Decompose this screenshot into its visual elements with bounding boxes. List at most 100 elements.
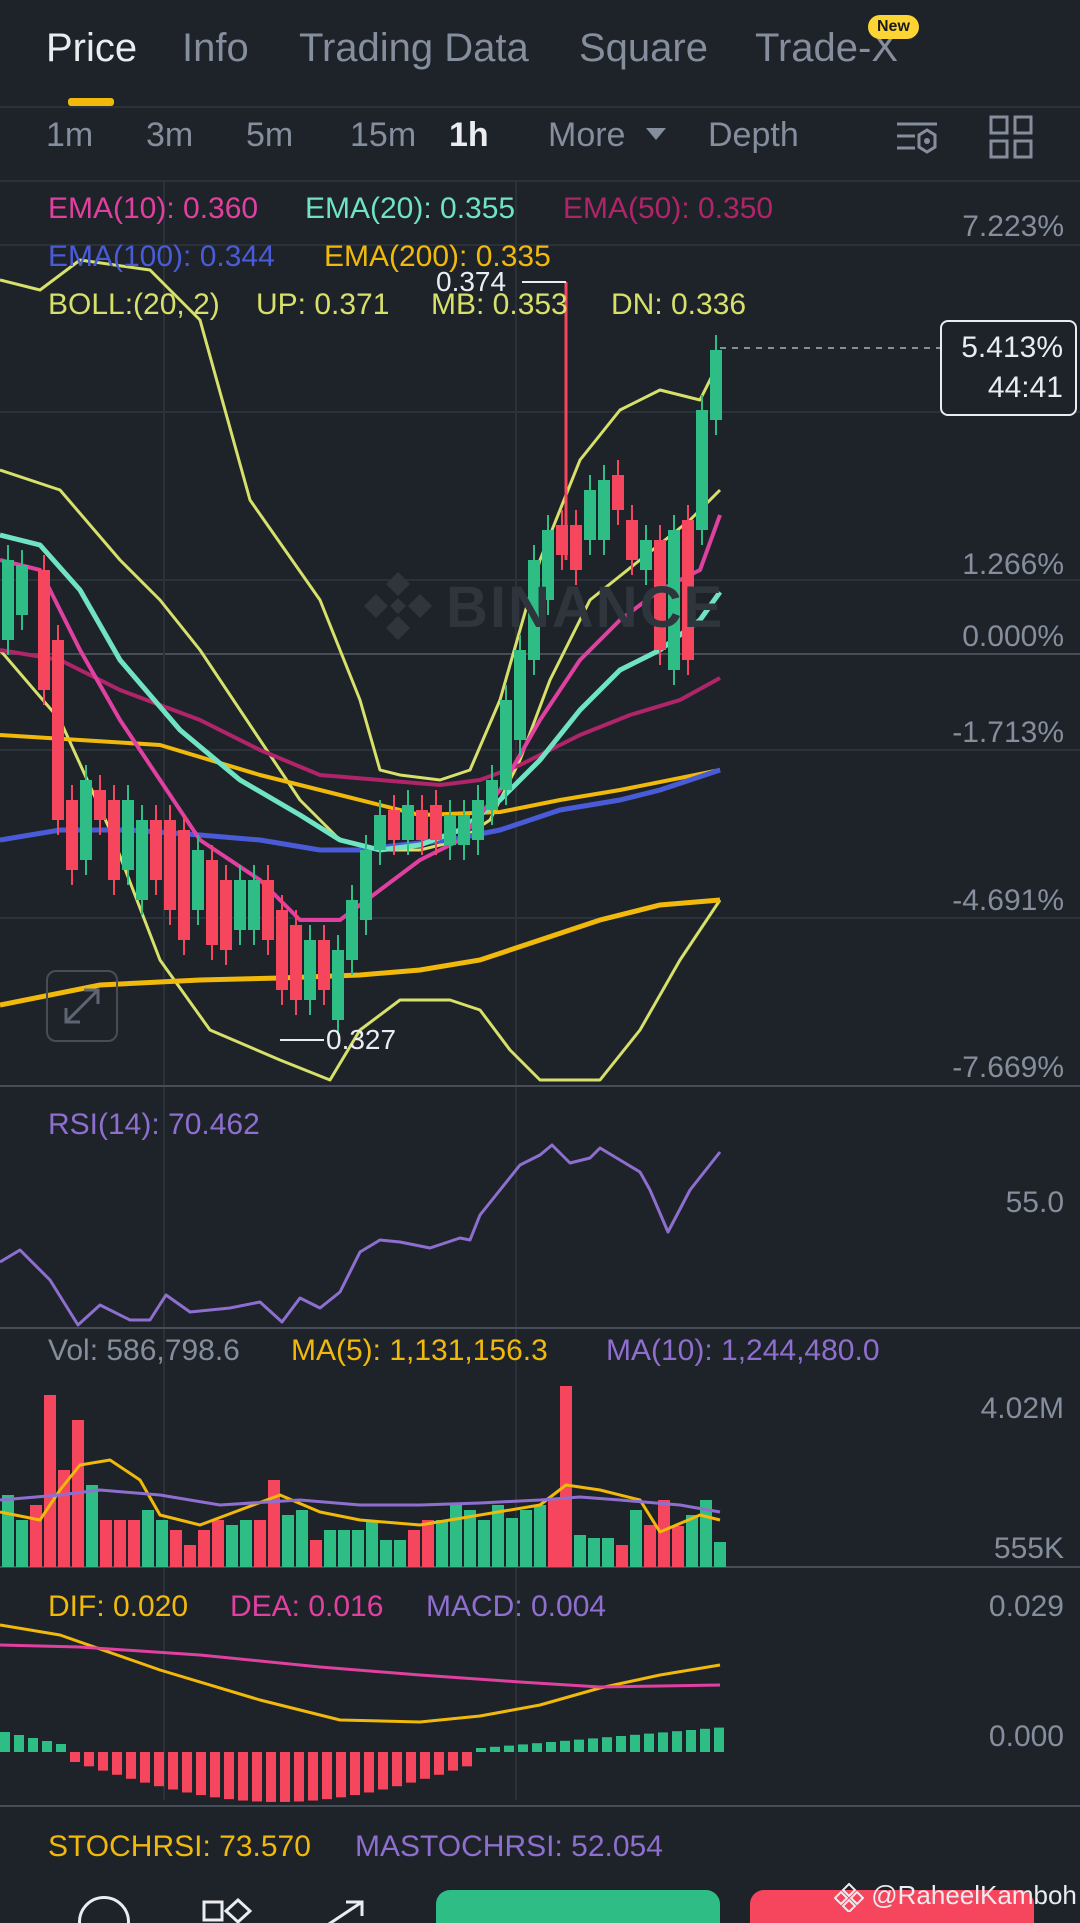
volume-bar — [464, 1510, 476, 1567]
interval-15m[interactable]: 15m — [350, 116, 417, 154]
volume-bar — [2, 1495, 14, 1567]
fullscreen-button[interactable] — [46, 970, 118, 1042]
macd-histogram-bar — [602, 1737, 612, 1752]
boll-mb-label: MB: 0.353 — [431, 288, 568, 321]
macd-histogram-bar — [672, 1731, 682, 1752]
interval-depth[interactable]: Depth — [708, 116, 799, 154]
macd-histogram-bar — [350, 1752, 360, 1796]
sell-button[interactable] — [750, 1890, 1034, 1923]
mastochrsi-label: MASTOCHRSI: 52.054 — [355, 1830, 663, 1863]
volume-bar — [492, 1505, 504, 1567]
candle-body — [318, 940, 330, 990]
price-axis-label: 7.223% — [962, 210, 1064, 243]
volume-bar — [310, 1540, 322, 1567]
candle-body — [108, 800, 120, 880]
candle-body — [416, 810, 428, 840]
ema100-label: EMA(100): 0.344 — [48, 240, 275, 273]
boll-upper-line — [0, 258, 722, 782]
macd-histogram-bar — [448, 1752, 458, 1771]
volume-bar — [128, 1520, 140, 1567]
volume-bar — [86, 1485, 98, 1567]
interval-1m[interactable]: 1m — [46, 116, 94, 154]
interval-more[interactable]: More — [548, 116, 626, 154]
tab-info[interactable]: Info — [182, 26, 249, 70]
macd-histogram-bar — [154, 1752, 164, 1787]
volume-bar — [156, 1520, 168, 1567]
macd-histogram-bar — [588, 1738, 598, 1752]
ema10-label: EMA(10): 0.360 — [48, 192, 259, 225]
price-axis-label: 0.000% — [962, 620, 1064, 653]
volume-axis-bottom: 555K — [993, 1532, 1064, 1565]
share-icon[interactable] — [322, 1898, 372, 1923]
volume-bar — [352, 1530, 364, 1567]
volume-bar — [16, 1520, 28, 1567]
candle-body — [16, 565, 28, 615]
macd-dea-label: DEA: 0.016 — [230, 1590, 384, 1623]
tab-price[interactable]: Price — [46, 26, 138, 70]
volume-bar — [198, 1530, 210, 1567]
ema20-label: EMA(20): 0.355 — [305, 192, 516, 225]
candle-body — [360, 850, 372, 920]
volume-bar — [450, 1505, 462, 1567]
macd-histogram-bar — [434, 1752, 444, 1775]
chevron-down-icon — [644, 124, 668, 149]
credit-text: @RaheelKamboh — [871, 1880, 1077, 1910]
macd-dif-label: DIF: 0.020 — [48, 1590, 189, 1623]
buy-button[interactable] — [436, 1890, 720, 1923]
volume-bar — [226, 1525, 238, 1567]
candle-body — [80, 780, 92, 860]
tab-square[interactable]: Square — [579, 26, 708, 70]
candle-body — [598, 480, 610, 540]
chart-settings-icon[interactable] — [893, 116, 941, 165]
macd-axis-zero: 0.000 — [988, 1720, 1064, 1753]
volume-bar — [588, 1538, 600, 1567]
volume-ma5-label: MA(5): 1,131,156.3 — [291, 1334, 548, 1367]
volume-bar — [560, 1386, 572, 1567]
candle-body — [206, 860, 218, 945]
rsi-label: RSI(14): 70.462 — [48, 1108, 260, 1141]
boll-dn-label: DN: 0.336 — [611, 288, 747, 321]
tab-trading-data[interactable]: Trading Data — [299, 26, 529, 70]
macd-histogram-bar — [238, 1752, 248, 1801]
macd-histogram-bar — [140, 1752, 150, 1783]
candle-body — [178, 830, 190, 940]
candle-body — [528, 560, 540, 660]
macd-histogram-bar — [98, 1752, 108, 1771]
apps-icon[interactable] — [202, 1897, 254, 1923]
volume-bar — [282, 1515, 294, 1567]
macd-dif-line — [0, 1623, 721, 1724]
volume-bar — [534, 1505, 546, 1567]
volume-ma5-line — [0, 1458, 721, 1534]
candle-body — [710, 350, 722, 420]
candle-body — [458, 815, 470, 845]
candle-body — [332, 950, 344, 1020]
interval-3m[interactable]: 3m — [146, 116, 194, 154]
macd-histogram-bar — [378, 1752, 388, 1790]
macd-histogram-bar — [224, 1752, 234, 1800]
volume-bar — [240, 1520, 252, 1567]
macd-histogram-bar — [210, 1752, 220, 1798]
candle-body — [472, 800, 484, 840]
binance-watermark-logo — [360, 568, 436, 649]
price-axis-label: -1.713% — [952, 716, 1064, 749]
watermark-text: BINANCE — [446, 575, 725, 640]
interval-5m[interactable]: 5m — [246, 116, 294, 154]
ema200-label: EMA(200): 0.335 — [324, 240, 551, 273]
macd-histogram-bar — [252, 1752, 262, 1802]
macd-histogram-bar — [182, 1752, 192, 1793]
credit-watermark: @RaheelKamboh — [833, 1880, 1077, 1914]
candle-body — [136, 820, 148, 900]
candle-body — [696, 410, 708, 530]
volume-bar — [574, 1535, 586, 1567]
layout-grid-icon[interactable] — [988, 114, 1034, 165]
volume-bar — [602, 1538, 614, 1567]
candle-body — [570, 525, 582, 570]
volume-bar — [672, 1526, 684, 1567]
macd-histogram-bar — [294, 1752, 304, 1802]
volume-bar — [114, 1520, 126, 1567]
price-axis-label: -7.669% — [952, 1051, 1064, 1084]
interval-1h[interactable]: 1h — [449, 116, 489, 154]
volume-bar — [100, 1520, 112, 1567]
volume-bar — [686, 1515, 698, 1567]
